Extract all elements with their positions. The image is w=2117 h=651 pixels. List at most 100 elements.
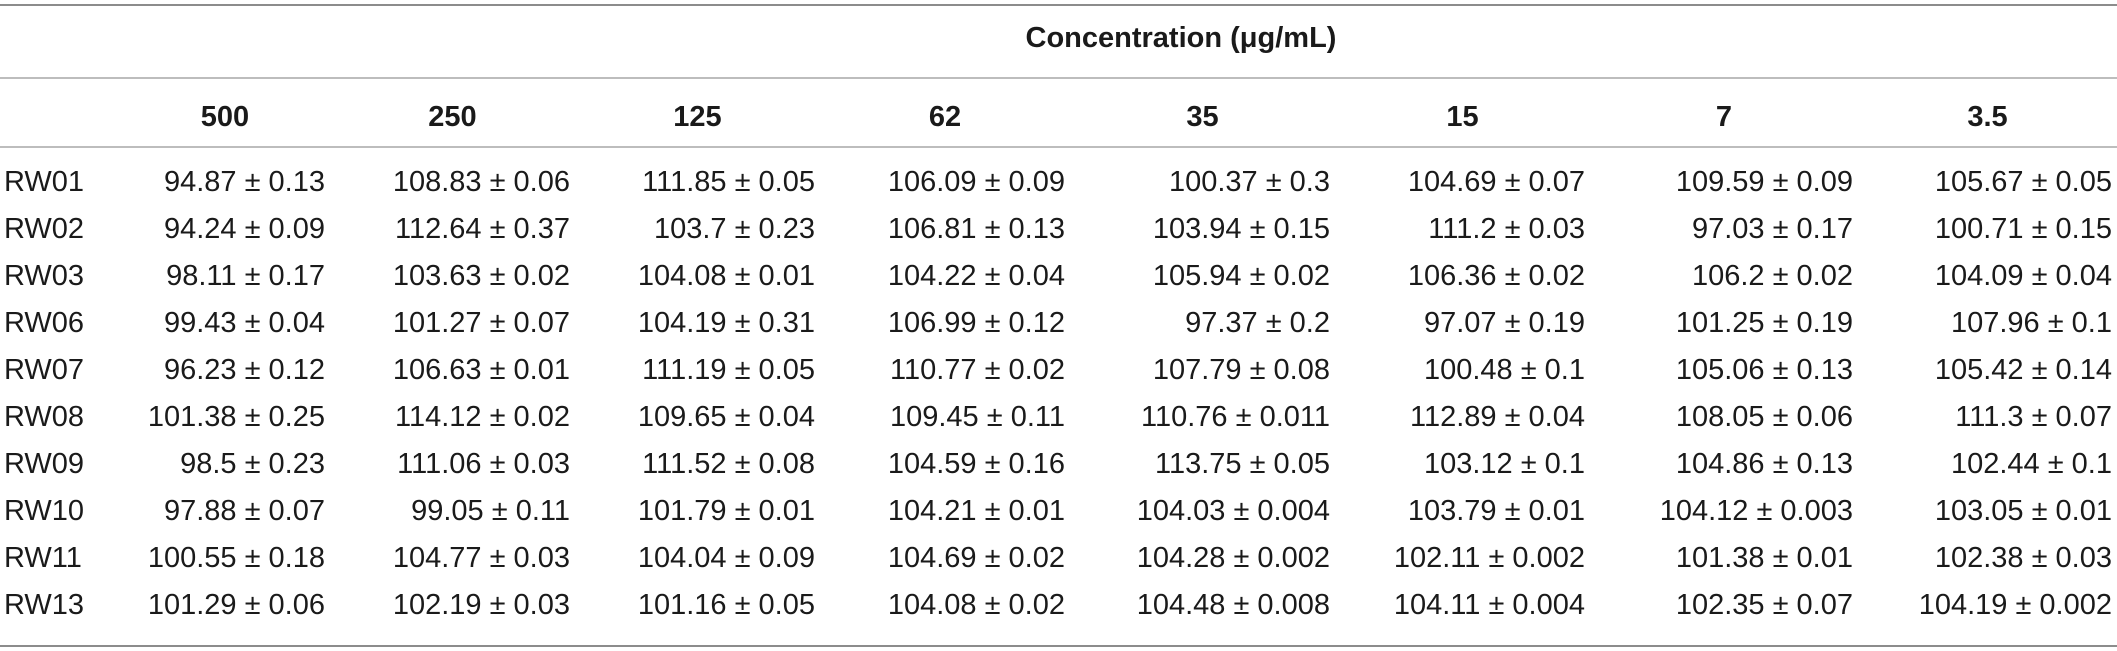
results-table: 500 250 125 62 35 15 7 3.5 RW01 94.87 ± 0… [0,88,2117,629]
table-cell: 104.11 ± 0.004 [1393,589,1585,621]
row-label: RW03 [4,260,85,292]
table-cell: 97.37 ± 0.2 [1185,307,1330,339]
table-body: RW01 94.87 ± 0.13 108.83 ± 0.06 111.85 ± 0.… [0,146,2117,629]
row-label: RW08 [4,401,85,433]
table-row: RW10 97.88 ± 0.07 99.05 ± 0.11 101.79 ± 0.0… [0,488,2117,535]
table-row: RW11 100.55 ± 0.18 104.77 ± 0.03 104.04 ± 0… [0,535,2117,582]
table-cell: 104.12 ± 0.003 [1659,495,1853,527]
table-cell: 103.63 ± 0.02 [392,260,570,292]
table-cell: 106.36 ± 0.02 [1407,260,1585,292]
table-row: RW08 101.38 ± 0.25 114.12 ± 0.02 109.65 ± 0… [0,394,2117,441]
table-cell: 113.75 ± 0.05 [1154,448,1330,480]
table-cell: 101.38 ± 0.25 [147,401,325,433]
row-label: RW01 [4,165,85,198]
table-cell: 111.19 ± 0.05 [642,354,815,386]
table-cell: 104.19 ± 0.31 [637,307,815,339]
table-cell: 97.03 ± 0.17 [1691,213,1853,245]
table-cell: 114.12 ± 0.02 [394,401,570,433]
table-cell: 109.45 ± 0.11 [889,401,1065,433]
table-cell: 101.25 ± 0.19 [1675,307,1853,339]
table-cell: 101.79 ± 0.01 [637,495,815,527]
table-row: RW13 101.29 ± 0.06 102.19 ± 0.03 101.16 ± 0… [0,582,2117,629]
table-cell: 105.67 ± 0.05 [1934,165,2112,198]
table-cell: 97.88 ± 0.07 [163,495,325,527]
row-label: RW09 [4,448,85,480]
table-cell: 101.29 ± 0.06 [147,589,325,621]
table-cell: 104.48 ± 0.008 [1136,589,1330,621]
table-cell: 100.55 ± 0.18 [147,542,325,574]
table-cell: 104.08 ± 0.02 [887,589,1065,621]
table-cell: 104.04 ± 0.09 [637,542,815,574]
table-cell: 104.86 ± 0.13 [1675,448,1853,480]
table-cell: 103.94 ± 0.15 [1152,213,1330,245]
column-header-3-5: 3.5 [1967,100,2008,133]
table-cell: 112.64 ± 0.37 [394,213,570,245]
table-cell: 100.37 ± 0.3 [1168,165,1330,198]
table-cell: 109.65 ± 0.04 [637,401,815,433]
table-cell: 111.52 ± 0.08 [642,448,815,480]
table-row: RW03 98.11 ± 0.17 103.63 ± 0.02 104.08 ± 0.… [0,253,2117,300]
table-cell: 104.22 ± 0.04 [887,260,1065,292]
table-cell: 101.16 ± 0.05 [637,589,815,621]
subheader-divider-rule [0,146,2117,148]
table-cell: 102.44 ± 0.1 [1950,448,2112,480]
row-label: RW07 [4,354,85,386]
column-header-row: 500 250 125 62 35 15 7 3.5 [0,88,2117,146]
table-cell: 103.12 ± 0.1 [1423,448,1585,480]
table-cell: 104.21 ± 0.01 [887,495,1065,527]
table-cell: 102.35 ± 0.07 [1675,589,1853,621]
table-cell: 104.69 ± 0.07 [1407,165,1585,198]
table-cell: 94.24 ± 0.09 [163,213,325,245]
table-cell: 100.71 ± 0.15 [1934,213,2112,245]
column-header-62: 62 [928,100,962,133]
table-cell: 104.19 ± 0.002 [1918,589,2112,621]
table-cell: 110.77 ± 0.02 [889,354,1065,386]
table-row: RW07 96.23 ± 0.12 106.63 ± 0.01 111.19 ± 0.… [0,347,2117,394]
table-cell: 104.77 ± 0.03 [392,542,570,574]
table-cell: 112.89 ± 0.04 [1409,401,1585,433]
table-cell: 105.42 ± 0.14 [1934,354,2112,386]
table-cell: 111.85 ± 0.05 [642,165,815,198]
table-cell: 104.28 ± 0.002 [1136,542,1330,574]
table-cell: 104.08 ± 0.01 [637,260,815,292]
concentration-header: Concentration (μg/mL) [1025,22,1337,54]
table-cell: 100.48 ± 0.1 [1423,354,1585,386]
table-cell: 107.96 ± 0.1 [1950,307,2112,339]
header-divider-rule [0,77,2117,79]
table-cell: 105.06 ± 0.13 [1675,354,1853,386]
table-cell: 106.63 ± 0.01 [392,354,570,386]
table-bottom-rule [0,645,2117,647]
table-cell: 104.69 ± 0.02 [887,542,1065,574]
table-cell: 107.79 ± 0.08 [1152,354,1330,386]
table-cell: 109.59 ± 0.09 [1675,165,1853,198]
table-cell: 103.79 ± 0.01 [1407,495,1585,527]
column-header-15: 15 [1446,100,1479,133]
table-cell: 106.99 ± 0.12 [887,307,1065,339]
table-cell: 103.05 ± 0.01 [1934,495,2112,527]
table-cell: 99.43 ± 0.04 [163,307,325,339]
row-label: RW06 [4,307,85,339]
table-row: RW09 98.5 ± 0.23 111.06 ± 0.03 111.52 ± 0.0… [0,441,2117,488]
table-cell: 106.09 ± 0.09 [887,165,1065,198]
table-cell: 111.2 ± 0.03 [1428,213,1585,245]
table-row: RW01 94.87 ± 0.13 108.83 ± 0.06 111.85 ± 0.… [0,146,2117,206]
table-row: RW02 94.24 ± 0.09 112.64 ± 0.37 103.7 ± 0.2… [0,206,2117,253]
table-cell: 110.76 ± 0.011 [1141,401,1330,433]
table-cell: 104.59 ± 0.16 [887,448,1065,480]
row-label-header [0,88,120,146]
table-cell: 98.11 ± 0.17 [166,260,325,292]
row-label: RW13 [4,589,85,621]
column-header-7: 7 [1715,100,1733,133]
table-cell: 102.19 ± 0.03 [392,589,570,621]
table-cell: 108.05 ± 0.06 [1675,401,1853,433]
table-cell: 96.23 ± 0.12 [163,354,325,386]
row-label: RW10 [4,495,85,527]
table-cell: 111.06 ± 0.03 [397,448,570,480]
table-cell: 105.94 ± 0.02 [1152,260,1330,292]
table-cell: 106.81 ± 0.13 [887,213,1065,245]
table-cell: 106.2 ± 0.02 [1691,260,1853,292]
table-cell: 111.3 ± 0.07 [1955,401,2112,433]
table-cell: 99.05 ± 0.11 [411,495,570,527]
table-top-rule [0,4,2117,6]
table-row: RW06 99.43 ± 0.04 101.27 ± 0.07 104.19 ± 0.… [0,300,2117,347]
